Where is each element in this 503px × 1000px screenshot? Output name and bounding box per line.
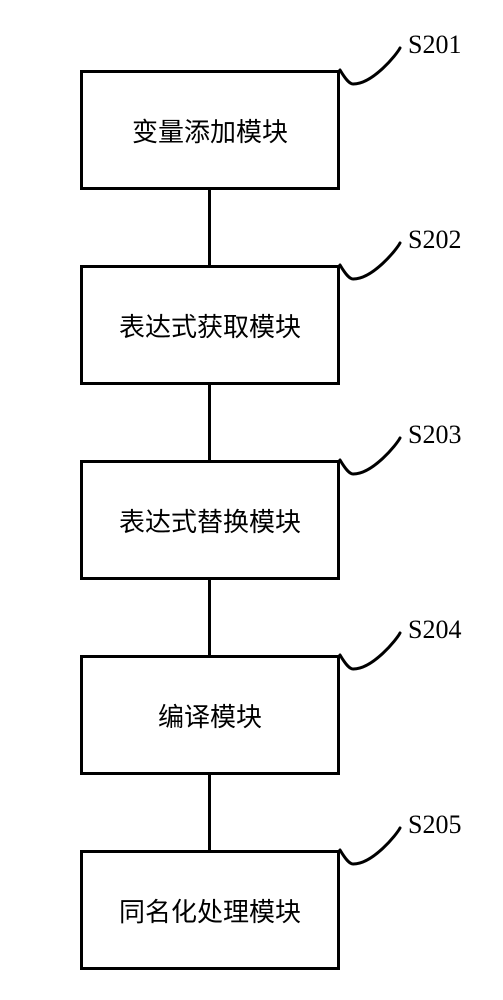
step-label-4: S204 (408, 615, 461, 645)
flow-node-1-label: 变量添加模块 (132, 112, 288, 149)
callout-2 (320, 223, 420, 285)
flow-node-2: 表达式获取模块 (80, 265, 340, 385)
callout-1 (320, 28, 420, 90)
callout-4 (320, 613, 420, 675)
step-label-4-text: S204 (408, 615, 461, 644)
step-label-1-text: S201 (408, 30, 461, 59)
flow-node-4: 编译模块 (80, 655, 340, 775)
flow-node-1: 变量添加模块 (80, 70, 340, 190)
callout-3 (320, 418, 420, 480)
connector-4-5 (208, 775, 211, 850)
flow-node-2-label: 表达式获取模块 (119, 307, 301, 344)
flow-node-4-label: 编译模块 (158, 697, 262, 734)
step-label-2: S202 (408, 225, 461, 255)
flow-node-3: 表达式替换模块 (80, 460, 340, 580)
flowchart-canvas: 变量添加模块 表达式获取模块 表达式替换模块 编译模块 同名化处理模块 S201… (0, 0, 503, 1000)
callout-5 (320, 808, 420, 870)
flow-node-5: 同名化处理模块 (80, 850, 340, 970)
step-label-5-text: S205 (408, 810, 461, 839)
step-label-3-text: S203 (408, 420, 461, 449)
flow-node-3-label: 表达式替换模块 (119, 502, 301, 539)
step-label-5: S205 (408, 810, 461, 840)
connector-2-3 (208, 385, 211, 460)
connector-3-4 (208, 580, 211, 655)
flow-node-5-label: 同名化处理模块 (119, 892, 301, 929)
step-label-2-text: S202 (408, 225, 461, 254)
step-label-3: S203 (408, 420, 461, 450)
connector-1-2 (208, 190, 211, 265)
step-label-1: S201 (408, 30, 461, 60)
